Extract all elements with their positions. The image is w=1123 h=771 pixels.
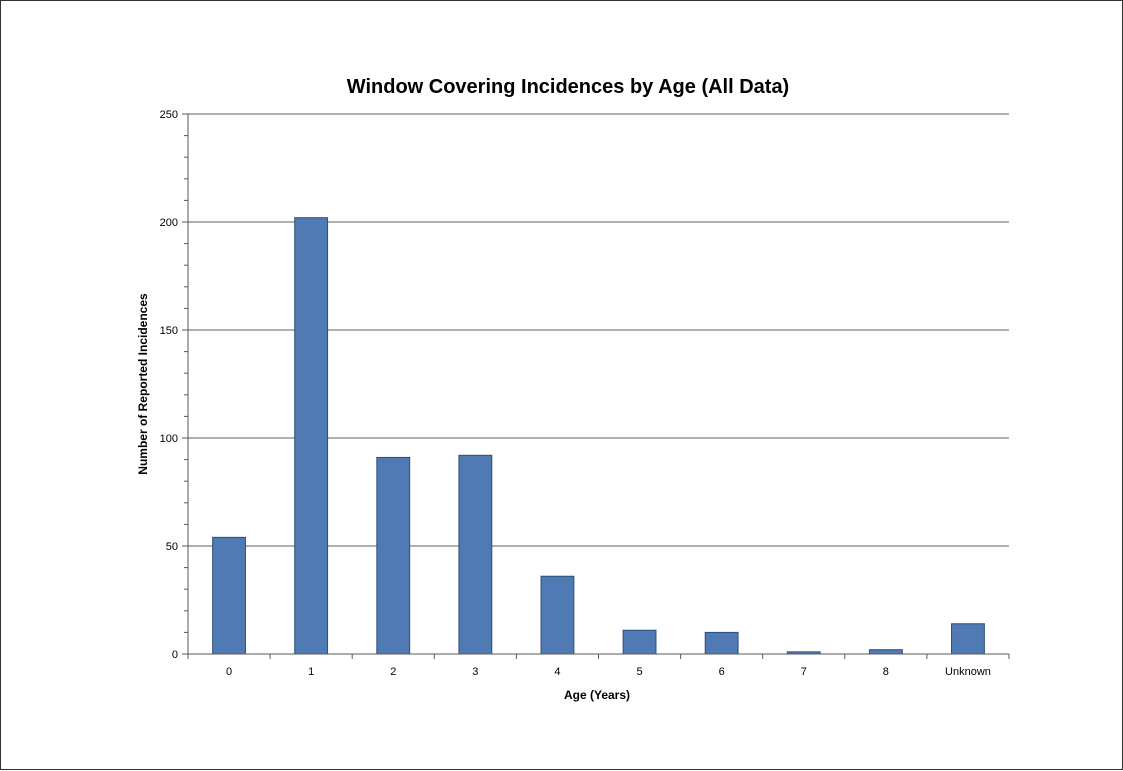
x-tick-label: 4 [554, 666, 560, 678]
axes [182, 113, 1010, 659]
bars [212, 217, 985, 655]
bar-6 [704, 631, 739, 655]
y-tick-labels: 0 50 100 150 200 250 [160, 109, 178, 661]
chart-title: Window Covering Incidences by Age (All D… [347, 76, 789, 98]
x-tick-label: 7 [801, 666, 807, 678]
y-tick-label: 200 [160, 217, 178, 229]
bar-1 [294, 217, 329, 655]
x-tick-label: 6 [719, 666, 725, 678]
x-tick-label: 1 [308, 666, 314, 678]
x-tick-label: 0 [226, 666, 232, 678]
bar-8 [868, 649, 903, 655]
x-tick-label: 2 [390, 666, 396, 678]
x-tick-label: 5 [636, 666, 642, 678]
bar-4 [540, 575, 575, 655]
x-tick-label: 3 [472, 666, 478, 678]
bar-2 [376, 456, 411, 655]
bar-0 [212, 536, 246, 655]
y-tick-label: 50 [166, 541, 178, 553]
x-axis-title: Age (Years) [564, 688, 630, 702]
x-tick-labels: 0 1 2 3 4 5 6 7 8 Unknown [226, 666, 991, 678]
y-tick-label: 150 [160, 325, 178, 337]
x-tick-label: Unknown [945, 666, 991, 678]
y-tick-label: 100 [160, 433, 178, 445]
y-tick-label: 250 [160, 109, 178, 121]
bar-3 [458, 454, 493, 655]
y-axis-title: Number of Reported Incidences [136, 293, 150, 475]
bar-unknown [951, 623, 985, 655]
x-tick-label: 8 [883, 666, 889, 678]
y-tick-label: 0 [172, 649, 178, 661]
bar-5 [622, 629, 657, 655]
